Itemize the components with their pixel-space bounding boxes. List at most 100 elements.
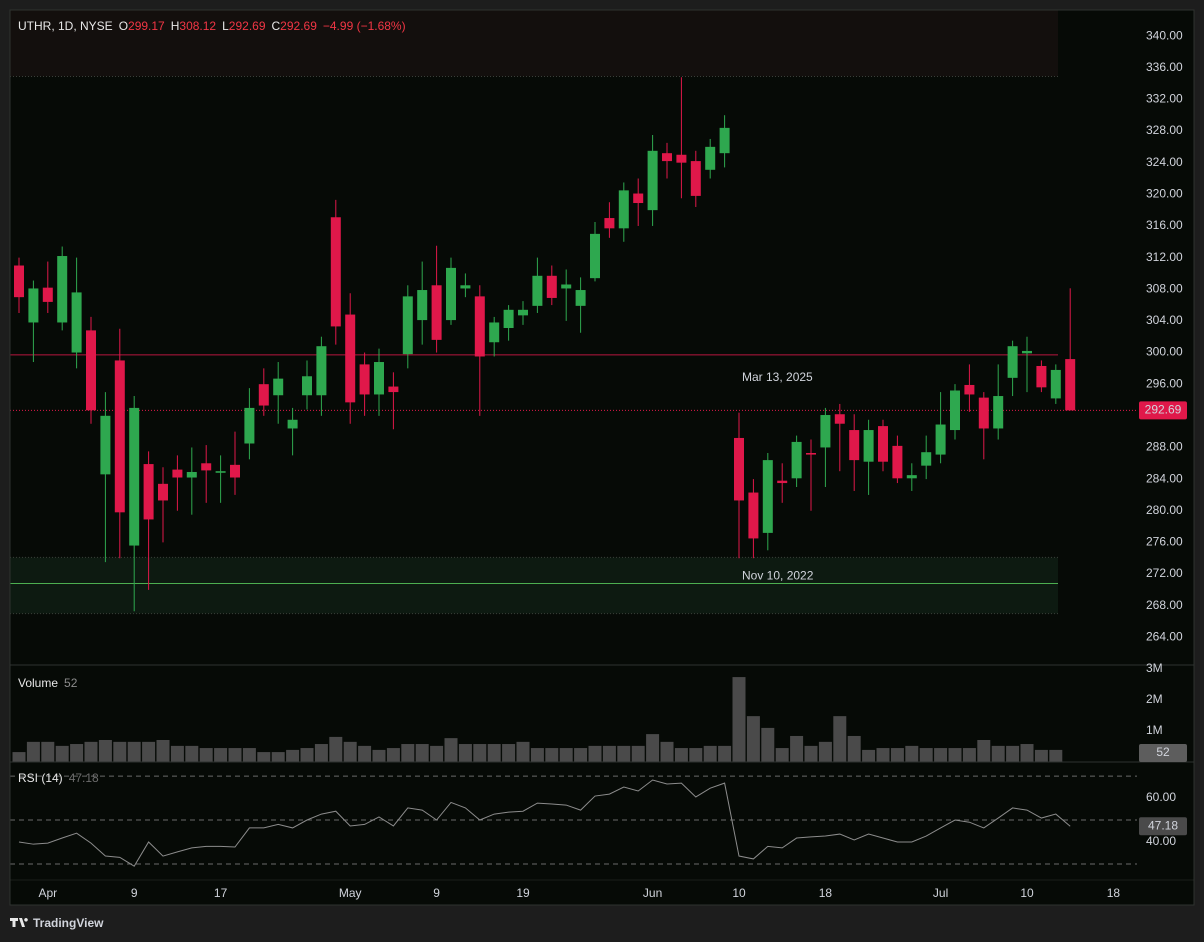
candle-body bbox=[316, 346, 327, 396]
volume-bar bbox=[401, 744, 415, 762]
volume-bar bbox=[84, 741, 98, 762]
volume-bar bbox=[127, 741, 141, 762]
volume-bar bbox=[170, 745, 184, 762]
volume-bar bbox=[286, 749, 300, 762]
zone bbox=[10, 10, 1058, 77]
candle-body bbox=[777, 480, 788, 484]
volume-bar bbox=[257, 752, 271, 762]
x-tick-label: Apr bbox=[38, 886, 57, 900]
candle-body bbox=[748, 492, 759, 539]
candle-body bbox=[1065, 359, 1076, 411]
volume-bar bbox=[26, 741, 40, 762]
candle-body bbox=[100, 415, 111, 475]
candle-body bbox=[618, 190, 629, 229]
volume-bar bbox=[214, 748, 228, 762]
volume-bar bbox=[847, 735, 861, 762]
x-tick-label: 18 bbox=[1107, 886, 1121, 900]
candle-body bbox=[590, 233, 600, 279]
legend-key: O bbox=[119, 19, 128, 33]
candle-body bbox=[201, 463, 212, 471]
candle-body bbox=[431, 285, 442, 340]
volume-bar bbox=[732, 677, 746, 762]
candle-body bbox=[402, 296, 413, 355]
x-tick-label: 9 bbox=[433, 886, 440, 900]
volume-bar bbox=[703, 745, 717, 762]
candle-body bbox=[42, 287, 53, 302]
candle-body bbox=[158, 483, 168, 501]
candle-body bbox=[820, 415, 831, 448]
candle-body bbox=[532, 275, 543, 306]
candle-body bbox=[474, 296, 485, 357]
y-tick-label: 312.00 bbox=[1146, 250, 1183, 264]
candle-body bbox=[921, 452, 932, 466]
volume-bar bbox=[602, 745, 616, 762]
legend-key: C bbox=[272, 19, 281, 33]
candle-body bbox=[302, 376, 312, 396]
candle-body bbox=[215, 471, 226, 473]
y-tick-label: 268.00 bbox=[1146, 598, 1183, 612]
candle-body bbox=[114, 360, 125, 513]
volume-bar bbox=[113, 741, 127, 762]
candle-body bbox=[791, 441, 802, 479]
candle-body bbox=[503, 309, 514, 329]
level-label: Mar 13, 2025 bbox=[742, 370, 813, 384]
footer-brand: TradingView bbox=[33, 916, 104, 930]
y-tick-label: 272.00 bbox=[1146, 566, 1183, 580]
candle-body bbox=[892, 445, 903, 479]
candle-body bbox=[561, 284, 572, 289]
volume-bar bbox=[617, 745, 631, 762]
candle-body bbox=[258, 384, 269, 406]
legend-close: 292.69 bbox=[280, 19, 317, 33]
volume-bar bbox=[948, 748, 962, 762]
candle-body bbox=[662, 153, 672, 162]
x-tick-label: 18 bbox=[819, 886, 833, 900]
volume-bar bbox=[646, 734, 660, 762]
symbol: UTHR, 1D, NYSE bbox=[18, 19, 113, 33]
volume-bar bbox=[502, 744, 516, 762]
volume-bar bbox=[674, 748, 688, 762]
y-tick-label: 336.00 bbox=[1146, 60, 1183, 74]
volume-bar bbox=[804, 745, 818, 762]
volume-bar bbox=[934, 748, 948, 762]
candle-body bbox=[806, 452, 816, 455]
volume-bar bbox=[487, 744, 501, 762]
rsi-box bbox=[1139, 817, 1187, 836]
legend-low: 292.69 bbox=[229, 19, 266, 33]
volume-bar bbox=[545, 748, 559, 762]
rsi-legend: RSI (14) 47.18 bbox=[18, 771, 99, 785]
volume-bar bbox=[41, 741, 55, 762]
volume-tick-label: 2M bbox=[1146, 692, 1163, 706]
volume-box-label: 52 bbox=[1156, 745, 1170, 759]
candle-body bbox=[834, 414, 845, 424]
volume-bar bbox=[98, 739, 112, 762]
volume-bar bbox=[790, 735, 804, 762]
candle-body bbox=[330, 217, 341, 327]
logo-icon bbox=[10, 918, 28, 927]
volume-bar bbox=[660, 741, 674, 762]
volume-bar bbox=[833, 716, 847, 762]
legend-open: 299.17 bbox=[128, 19, 165, 33]
x-tick-label: 10 bbox=[732, 886, 746, 900]
volume-bar bbox=[156, 739, 170, 762]
volume-box bbox=[1139, 744, 1187, 762]
candle-body bbox=[244, 407, 255, 444]
candle-body bbox=[647, 150, 658, 211]
candle-body bbox=[374, 362, 384, 395]
volume-bar bbox=[386, 748, 400, 762]
volume-bar bbox=[1006, 745, 1020, 762]
candle-body bbox=[604, 218, 615, 229]
candle-body bbox=[964, 384, 975, 395]
candle-body bbox=[762, 460, 773, 533]
candle-body bbox=[734, 437, 744, 501]
logo: TradingView bbox=[10, 916, 104, 930]
volume-bar bbox=[1049, 749, 1063, 762]
candle-body bbox=[230, 464, 240, 478]
volume-bar bbox=[530, 748, 544, 762]
candle-body bbox=[950, 390, 960, 431]
plot-layer: Mar 13, 2025 Nov 10, 2022 264.00 268.00 272.… bbox=[9, 9, 1195, 906]
volume-bar bbox=[919, 748, 933, 762]
price-box bbox=[1139, 401, 1187, 420]
x-tick-label: 17 bbox=[214, 886, 228, 900]
chart-background bbox=[10, 10, 1194, 905]
candle-body bbox=[546, 275, 557, 298]
